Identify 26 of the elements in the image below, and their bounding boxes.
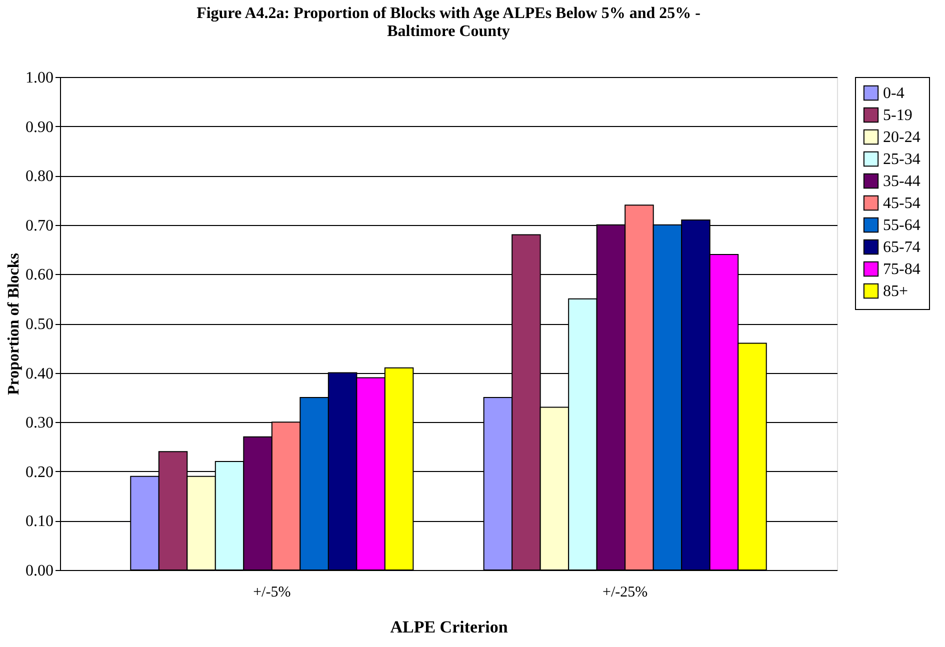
x-axis-title: ALPE Criterion — [390, 618, 508, 636]
legend-label: 65-74 — [883, 239, 920, 256]
legend-label: 25-34 — [883, 151, 920, 168]
y-tick-label: 0.00 — [26, 562, 54, 580]
legend-label: 20-24 — [883, 129, 920, 146]
y-axis-title: Proportion of Blocks — [6, 253, 22, 395]
chart-title: Figure A4.2a: Proportion of Blocks with Age ALPEs Below 5% and 25% - Baltimore County — [196, 5, 700, 40]
y-tick-label: 0.10 — [26, 513, 54, 530]
y-tick-label: 0.80 — [26, 168, 54, 186]
y-tick-label: 0.90 — [26, 118, 54, 136]
legend-label: 35-44 — [883, 173, 920, 190]
legend-label: 55-64 — [883, 217, 920, 234]
x-tick-label: +/-25% — [602, 584, 648, 600]
y-tick-label: 0.40 — [26, 365, 54, 382]
y-tick-label: 0.30 — [26, 414, 54, 432]
legend-label: 45-54 — [883, 195, 920, 212]
y-tick-label: 1.00 — [26, 70, 54, 86]
x-tick-label: +/-5% — [253, 584, 291, 600]
legend-label: 75-84 — [883, 261, 920, 278]
y-tick-label: 0.70 — [26, 217, 54, 234]
y-tick-label: 0.20 — [26, 464, 54, 481]
legend-label: 0-4 — [883, 85, 904, 102]
legend-label: 85+ — [883, 283, 908, 300]
y-tick-label: 0.60 — [26, 266, 54, 284]
y-tick-label: 0.50 — [26, 316, 54, 333]
legend-label: 5-19 — [883, 107, 912, 124]
